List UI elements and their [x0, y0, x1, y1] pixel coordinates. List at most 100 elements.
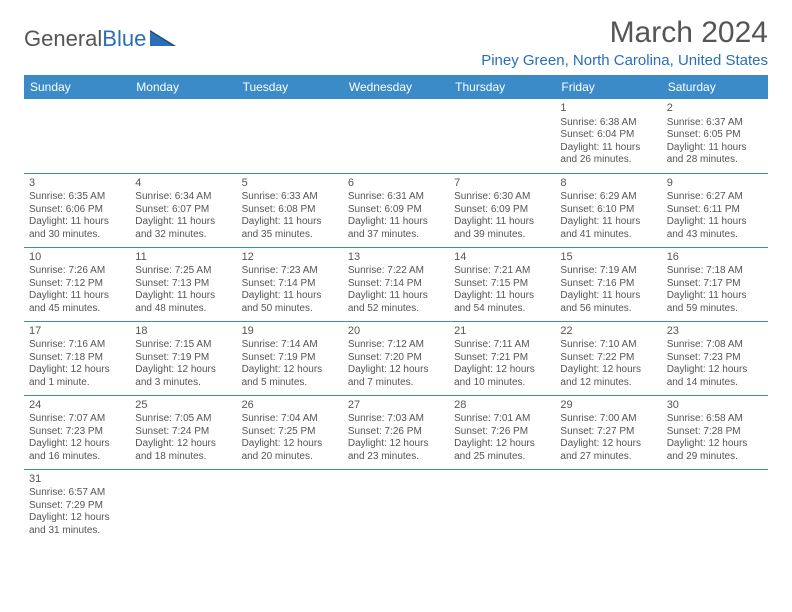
calendar-cell: 12Sunrise: 7:23 AMSunset: 7:14 PMDayligh… — [237, 247, 343, 321]
weekday-header: Thursday — [449, 75, 555, 99]
sunset-text: Sunset: 6:07 PM — [135, 204, 231, 217]
day-number: 15 — [560, 251, 656, 265]
daylight-text: Daylight: 12 hours — [135, 364, 231, 377]
calendar-cell: 21Sunrise: 7:11 AMSunset: 7:21 PMDayligh… — [449, 321, 555, 395]
logo-word-1: General — [24, 26, 102, 52]
sunset-text: Sunset: 7:14 PM — [242, 278, 338, 291]
sunset-text: Sunset: 7:19 PM — [135, 352, 231, 365]
daylight-text: Daylight: 11 hours — [29, 290, 125, 303]
sunset-text: Sunset: 7:26 PM — [454, 426, 550, 439]
day-number: 3 — [29, 177, 125, 191]
title-block: March 2024 Piney Green, North Carolina, … — [481, 16, 768, 69]
calendar-cell: 16Sunrise: 7:18 AMSunset: 7:17 PMDayligh… — [662, 247, 768, 321]
daylight-text: Daylight: 12 hours — [29, 364, 125, 377]
day-number: 10 — [29, 251, 125, 265]
daylight-text: Daylight: 12 hours — [135, 438, 231, 451]
daylight-text: Daylight: 12 hours — [560, 438, 656, 451]
sunset-text: Sunset: 6:05 PM — [667, 129, 763, 142]
sunrise-text: Sunrise: 7:07 AM — [29, 413, 125, 426]
calendar-cell — [130, 99, 236, 173]
daylight-text: Daylight: 11 hours — [135, 290, 231, 303]
calendar-cell: 20Sunrise: 7:12 AMSunset: 7:20 PMDayligh… — [343, 321, 449, 395]
daylight-text: and 25 minutes. — [454, 451, 550, 464]
calendar-cell — [237, 469, 343, 543]
daylight-text: and 10 minutes. — [454, 377, 550, 390]
daylight-text: Daylight: 12 hours — [667, 364, 763, 377]
calendar-cell: 15Sunrise: 7:19 AMSunset: 7:16 PMDayligh… — [555, 247, 661, 321]
daylight-text: Daylight: 11 hours — [454, 216, 550, 229]
daylight-text: and 32 minutes. — [135, 229, 231, 242]
sunrise-text: Sunrise: 6:35 AM — [29, 191, 125, 204]
day-number: 14 — [454, 251, 550, 265]
daylight-text: and 5 minutes. — [242, 377, 338, 390]
daylight-text: and 3 minutes. — [135, 377, 231, 390]
calendar-week-row: 17Sunrise: 7:16 AMSunset: 7:18 PMDayligh… — [24, 321, 768, 395]
sunrise-text: Sunrise: 6:38 AM — [560, 117, 656, 130]
sunrise-text: Sunrise: 7:14 AM — [242, 339, 338, 352]
sunrise-text: Sunrise: 7:00 AM — [560, 413, 656, 426]
calendar-cell: 18Sunrise: 7:15 AMSunset: 7:19 PMDayligh… — [130, 321, 236, 395]
calendar-week-row: 10Sunrise: 7:26 AMSunset: 7:12 PMDayligh… — [24, 247, 768, 321]
day-number: 25 — [135, 399, 231, 413]
weekday-header: Wednesday — [343, 75, 449, 99]
sunrise-text: Sunrise: 6:37 AM — [667, 117, 763, 130]
weekday-header: Friday — [555, 75, 661, 99]
daylight-text: Daylight: 11 hours — [560, 142, 656, 155]
weekday-header: Monday — [130, 75, 236, 99]
day-number: 6 — [348, 177, 444, 191]
sunset-text: Sunset: 7:22 PM — [560, 352, 656, 365]
day-number: 26 — [242, 399, 338, 413]
day-number: 18 — [135, 325, 231, 339]
calendar-cell: 6Sunrise: 6:31 AMSunset: 6:09 PMDaylight… — [343, 173, 449, 247]
sunset-text: Sunset: 7:25 PM — [242, 426, 338, 439]
daylight-text: Daylight: 12 hours — [29, 438, 125, 451]
calendar-cell — [24, 99, 130, 173]
calendar-cell: 7Sunrise: 6:30 AMSunset: 6:09 PMDaylight… — [449, 173, 555, 247]
daylight-text: and 30 minutes. — [29, 229, 125, 242]
day-number: 2 — [667, 102, 763, 116]
calendar-cell — [449, 469, 555, 543]
daylight-text: and 7 minutes. — [348, 377, 444, 390]
sunrise-text: Sunrise: 6:29 AM — [560, 191, 656, 204]
calendar-week-row: 24Sunrise: 7:07 AMSunset: 7:23 PMDayligh… — [24, 395, 768, 469]
sunrise-text: Sunrise: 7:12 AM — [348, 339, 444, 352]
weekday-header-row: Sunday Monday Tuesday Wednesday Thursday… — [24, 75, 768, 99]
calendar-cell — [130, 469, 236, 543]
daylight-text: and 23 minutes. — [348, 451, 444, 464]
calendar-cell — [449, 99, 555, 173]
daylight-text: and 43 minutes. — [667, 229, 763, 242]
day-number: 30 — [667, 399, 763, 413]
daylight-text: and 12 minutes. — [560, 377, 656, 390]
daylight-text: Daylight: 11 hours — [242, 290, 338, 303]
sunrise-text: Sunrise: 6:27 AM — [667, 191, 763, 204]
day-number: 9 — [667, 177, 763, 191]
daylight-text: and 39 minutes. — [454, 229, 550, 242]
sunrise-text: Sunrise: 6:57 AM — [29, 487, 125, 500]
day-number: 22 — [560, 325, 656, 339]
day-number: 27 — [348, 399, 444, 413]
day-number: 7 — [454, 177, 550, 191]
calendar-cell: 28Sunrise: 7:01 AMSunset: 7:26 PMDayligh… — [449, 395, 555, 469]
daylight-text: Daylight: 12 hours — [242, 438, 338, 451]
sunset-text: Sunset: 6:06 PM — [29, 204, 125, 217]
sunset-text: Sunset: 7:27 PM — [560, 426, 656, 439]
daylight-text: Daylight: 12 hours — [454, 438, 550, 451]
sunrise-text: Sunrise: 6:33 AM — [242, 191, 338, 204]
calendar-cell: 19Sunrise: 7:14 AMSunset: 7:19 PMDayligh… — [237, 321, 343, 395]
day-number: 20 — [348, 325, 444, 339]
day-number: 16 — [667, 251, 763, 265]
sunset-text: Sunset: 7:18 PM — [29, 352, 125, 365]
sunset-text: Sunset: 7:12 PM — [29, 278, 125, 291]
daylight-text: and 56 minutes. — [560, 303, 656, 316]
sunset-text: Sunset: 6:08 PM — [242, 204, 338, 217]
daylight-text: Daylight: 11 hours — [348, 216, 444, 229]
day-number: 5 — [242, 177, 338, 191]
sunrise-text: Sunrise: 7:18 AM — [667, 265, 763, 278]
daylight-text: Daylight: 11 hours — [667, 142, 763, 155]
day-number: 17 — [29, 325, 125, 339]
daylight-text: Daylight: 12 hours — [560, 364, 656, 377]
daylight-text: and 28 minutes. — [667, 154, 763, 167]
daylight-text: Daylight: 11 hours — [560, 290, 656, 303]
day-number: 19 — [242, 325, 338, 339]
weekday-header: Tuesday — [237, 75, 343, 99]
